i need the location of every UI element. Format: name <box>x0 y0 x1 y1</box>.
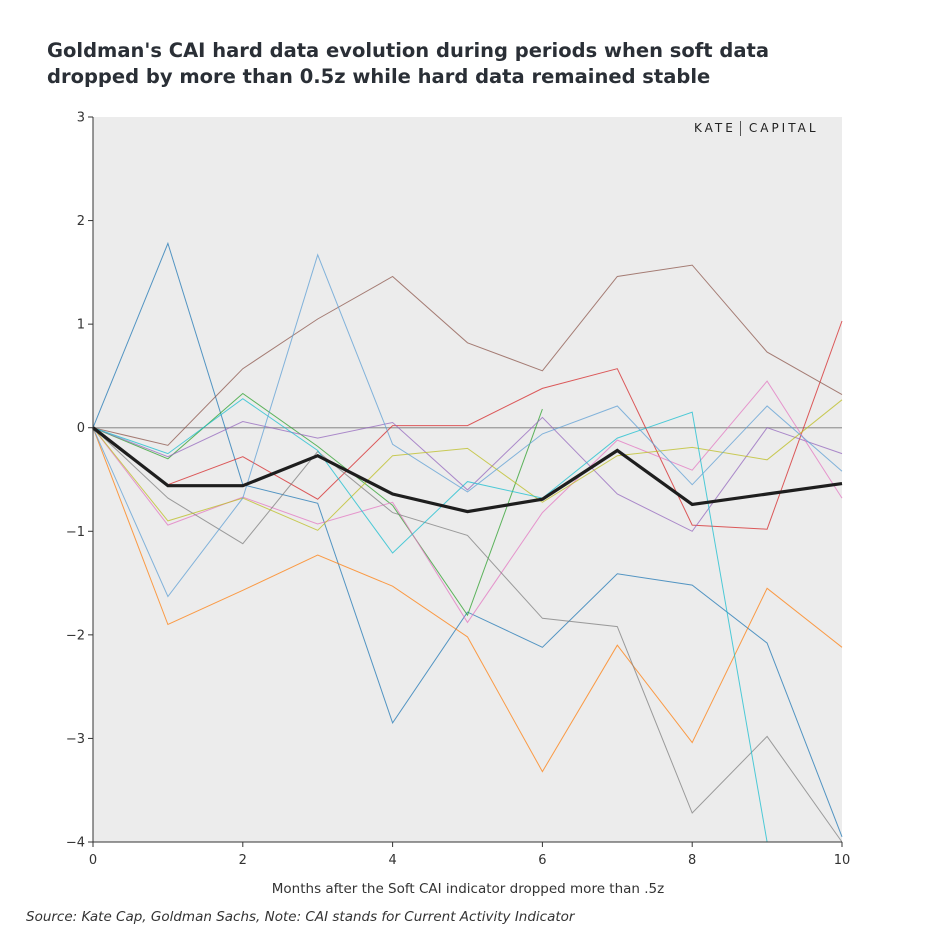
y-tick-label: −4 <box>66 836 85 851</box>
series-line-2 <box>92 427 843 773</box>
series-lines <box>92 241 843 843</box>
highlight-line-group <box>92 426 843 514</box>
plot-area <box>93 117 842 842</box>
brand-right: CAPITAL <box>748 121 819 135</box>
y-axis: 3 2 1 0 −1 −2 −3 −4 <box>66 111 94 851</box>
brand-left: KATE <box>694 121 736 135</box>
y-tick-label: −1 <box>66 525 85 540</box>
series-line-3 <box>92 392 543 617</box>
x-axis-label: Months after the Soft CAI indicator drop… <box>271 881 665 897</box>
series-line-11 <box>92 253 843 598</box>
brand-separator <box>739 121 741 136</box>
series-line-5 <box>92 416 843 532</box>
series-line-7 <box>92 380 843 624</box>
source-note: Source: Kate Cap, Goldman Sachs, Note: C… <box>26 909 575 925</box>
x-tick-label: 10 <box>834 853 851 868</box>
y-tick-label: 2 <box>77 214 85 229</box>
series-line-4 <box>92 320 843 530</box>
series-line-6 <box>92 264 843 446</box>
brand-watermark: KATE CAPITAL <box>694 121 819 136</box>
x-tick-label: 2 <box>239 853 247 868</box>
series-line-10 <box>92 398 768 843</box>
x-tick-label: 8 <box>688 853 696 868</box>
y-tick-label: −2 <box>66 628 85 643</box>
y-tick-label: −3 <box>66 732 85 747</box>
x-tick-label: 0 <box>89 853 97 868</box>
y-tick-label: 1 <box>77 318 85 333</box>
average-line <box>92 426 843 514</box>
x-tick-label: 4 <box>388 853 396 868</box>
series-line-1 <box>92 241 843 837</box>
y-tick-label: 3 <box>77 111 85 126</box>
chart-title: Goldman's CAI hard data evolution during… <box>47 39 769 88</box>
x-axis: 0 2 4 6 8 10 <box>89 841 851 868</box>
series-line-9 <box>92 399 843 531</box>
y-tick-label: 0 <box>77 421 85 436</box>
series-line-8 <box>92 427 843 843</box>
x-tick-label: 6 <box>538 853 546 868</box>
